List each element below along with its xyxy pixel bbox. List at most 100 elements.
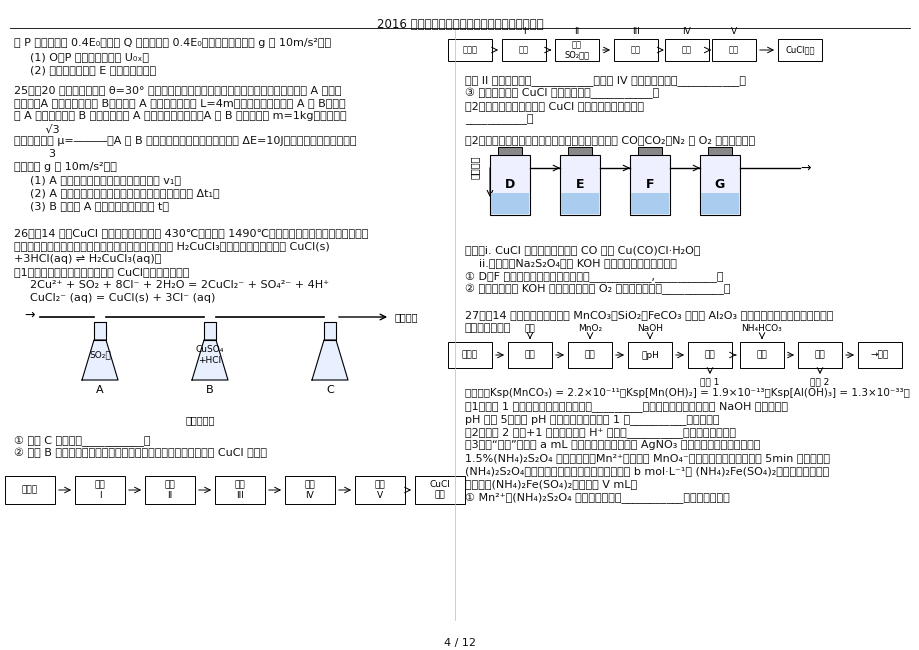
Bar (628, 342, 671, 368)
Text: 过 P 点时动能为 0.4E₀，经过 Q 点时动能为 0.4E₀。重力加速度大小 g 取 10m/s²。求: 过 P 点时动能为 0.4E₀，经过 Q 点时动能为 0.4E₀。重力加速度大小… (14, 38, 331, 48)
Text: I: I (522, 27, 525, 36)
Bar (797, 342, 841, 368)
Bar (567, 147, 591, 155)
Text: 尾气处理: 尾气处理 (394, 312, 418, 322)
Bar (448, 39, 492, 61)
Bar (75, 476, 125, 504)
Text: 过滤: 过滤 (813, 350, 824, 359)
Text: G: G (714, 179, 724, 192)
Text: (1) A 第一次与挡板碰前瞬间的速度大小 v₁；: (1) A 第一次与挡板碰前瞬间的速度大小 v₁； (30, 175, 181, 185)
Text: ① Mn²⁺与(NH₄)₂S₂O₄ 反应的副产物为___________（填化学式）。: ① Mn²⁺与(NH₄)₂S₂O₄ 反应的副产物为___________（填化学… (464, 492, 729, 503)
Text: 的动摩擦因数 μ=―――，A 或 B 与挡板每次碰撞捯失的动能均为 ΔE=10J，忽略碰撞时间，重力加: 的动摩擦因数 μ=―――，A 或 B 与挡板每次碰撞捯失的动能均为 ΔE=10J… (14, 136, 357, 146)
Text: ___________。: ___________。 (464, 114, 533, 125)
Text: 斜面上，A 上放置一小物块 B，初始时 A 下端与挡板相距 L=4m，现同时无初速释放 A 和 B，已知: 斜面上，A 上放置一小物块 B，初始时 A 下端与挡板相距 L=4m，现同时无初… (14, 98, 346, 108)
Bar (711, 39, 755, 61)
Bar (5, 476, 55, 504)
Text: 混合物: 混合物 (22, 486, 38, 495)
Text: 点，消耗(NH₄)₂Fe(SO₄)₂标准溶液 V mL。: 点，消耗(NH₄)₂Fe(SO₄)₂标准溶液 V mL。 (464, 479, 637, 489)
Text: （2）滤液 2 中，+1 价阳离子除了 H⁺ 外还有__________（填离子符号）。: （2）滤液 2 中，+1 价阳离子除了 H⁺ 外还有__________（填离子… (464, 427, 735, 438)
Text: 氧化: 氧化 (584, 350, 595, 359)
Text: 加热磁搞器: 加热磁搞器 (185, 415, 214, 425)
Text: 初溻: 初溻 (518, 46, 528, 55)
Text: SO₂源: SO₂源 (89, 350, 111, 359)
Text: （2）某同学利用如下图所示装置，测定高炉煮气中 CO、CO₂、N₂ 和 O₂ 的百分组成。: （2）某同学利用如下图所示装置，测定高炉煮气中 CO、CO₂、N₂ 和 O₂ 的… (464, 135, 754, 145)
Text: 干燥: 干燥 (728, 46, 738, 55)
Bar (502, 39, 545, 61)
Text: 速度大小 g 取 10m/s²，求: 速度大小 g 取 10m/s²，求 (14, 162, 117, 172)
Polygon shape (323, 322, 335, 340)
Text: √3: √3 (14, 125, 60, 135)
Bar (491, 193, 528, 214)
Text: 洗涤: 洗涤 (681, 46, 691, 55)
Text: NH₄HCO₃: NH₄HCO₃ (741, 324, 781, 333)
Text: (NH₄)₂S₂O₄，冷却至室温，选用适当的溶液，用 b mol·L⁻¹的 (NH₄)₂Fe(SO₄)₂标准溶液滴定至终: (NH₄)₂S₂O₄，冷却至室温，选用适当的溶液，用 b mol·L⁻¹的 (N… (464, 466, 828, 476)
Text: →: → (25, 309, 35, 322)
Bar (777, 39, 821, 61)
Text: (1) O、P 两点间的电势差 U₀ₓ；: (1) O、P 两点间的电势差 U₀ₓ； (30, 52, 149, 62)
Text: 2Cu²⁺ + SO₂ + 8Cl⁻ + 2H₂O = 2CuCl₂⁻ + SO₄²⁻ + 4H⁺: 2Cu²⁺ + SO₂ + 8Cl⁻ + 2H₂O = 2CuCl₂⁻ + SO… (30, 280, 329, 290)
Text: V: V (730, 27, 736, 36)
Bar (630, 193, 668, 214)
Text: 已知：i. CuCl 的盐酸溶液能吸收 CO 形成 Cu(CO)Cl·H₂O。: 已知：i. CuCl 的盐酸溶液能吸收 CO 形成 Cu(CO)Cl·H₂O。 (464, 245, 699, 255)
Text: 操作 II 的主要目的是___________；操作 IV 中选用的试剂是___________。: 操作 II 的主要目的是___________；操作 IV 中选用的试剂是___… (464, 75, 745, 86)
Bar (560, 155, 599, 215)
Text: (2) 匀强电场的场强 E 的大小和方向。: (2) 匀强电场的场强 E 的大小和方向。 (30, 65, 156, 75)
Bar (507, 342, 551, 368)
Text: +3HCl(aq) ⇌ H₂CuCl₃(aq)。: +3HCl(aq) ⇌ H₂CuCl₃(aq)。 (14, 254, 161, 264)
Text: ② 装置 B 中反应结束后，取出混合物进行如下图所示操作，得到 CuCl 晶体。: ② 装置 B 中反应结束后，取出混合物进行如下图所示操作，得到 CuCl 晶体。 (14, 448, 267, 458)
Text: 25．（20 分）如图，倾角 θ=30° 的光滑斜面底端固定一块垂直于斜面的挡板，将长木板 A 静置于: 25．（20 分）如图，倾角 θ=30° 的光滑斜面底端固定一块垂直于斜面的挡板… (14, 85, 341, 95)
Bar (567, 342, 611, 368)
Text: 3: 3 (14, 149, 56, 159)
Bar (700, 193, 738, 214)
Text: 过滤
III: 过滤 III (234, 480, 245, 500)
Text: 洗涤
IV: 洗涤 IV (304, 480, 315, 500)
Bar (630, 155, 669, 215)
Bar (448, 342, 492, 368)
Text: ① 装置 C 的作用是___________。: ① 装置 C 的作用是___________。 (14, 435, 151, 446)
Text: 26．（14 分）CuCl 晶体呈白色，燔点为 430℃，沸点为 1490℃，见光分解，露置于潮湿空气中易: 26．（14 分）CuCl 晶体呈白色，燔点为 430℃，沸点为 1490℃，见… (14, 228, 368, 238)
Text: (3) B 相对于 A 滑动的可能最短时间 t。: (3) B 相对于 A 滑动的可能最短时间 t。 (30, 201, 169, 211)
Bar (561, 193, 598, 214)
Text: （1）实验室用下图所示装置制取 CuCl，反应原理为：: （1）实验室用下图所示装置制取 CuCl，反应原理为： (14, 267, 189, 277)
Text: 2016 年福建省普通高中毕业班质量检查理综试题: 2016 年福建省普通高中毕业班质量检查理综试题 (376, 18, 543, 31)
Text: CuCl₂⁻ (aq) = CuCl(s) + 3Cl⁻ (aq): CuCl₂⁻ (aq) = CuCl(s) + 3Cl⁻ (aq) (30, 293, 215, 303)
Text: →: → (800, 161, 810, 174)
Text: 混合气体: 混合气体 (470, 155, 480, 179)
Text: 混合物: 混合物 (462, 46, 477, 55)
Bar (145, 476, 195, 504)
Text: CuSO₄
+HCl: CuSO₄ +HCl (196, 345, 224, 365)
Text: 沉镁: 沉镁 (755, 350, 766, 359)
Text: →产品: →产品 (870, 350, 888, 359)
Text: 27．（14 分）以某菱镁矿（含 MnCO₃、SiO₂、FeCO₃ 和少量 Al₂O₃ 等）为原料通过以下方法可获得: 27．（14 分）以某菱镁矿（含 MnCO₃、SiO₂、FeCO₃ 和少量 Al… (464, 310, 833, 320)
Text: D: D (505, 179, 515, 192)
Polygon shape (192, 340, 228, 380)
Text: 干燥
V: 干燥 V (374, 480, 385, 500)
Text: 滤液 1: 滤液 1 (699, 377, 719, 386)
Polygon shape (94, 322, 106, 340)
Bar (355, 476, 404, 504)
Text: MnO₂: MnO₂ (577, 324, 601, 333)
Text: 4 / 12: 4 / 12 (444, 638, 475, 648)
Text: pH 约为 5，如果 pH 过大，可能导致滤液 1 中__________含量减少。: pH 约为 5，如果 pH 过大，可能导致滤液 1 中__________含量减… (464, 414, 719, 425)
Text: II: II (573, 27, 579, 36)
Bar (497, 147, 521, 155)
Text: IV: IV (682, 27, 690, 36)
Text: 碳酸镁镁产品。: 碳酸镁镁产品。 (464, 323, 511, 333)
Text: E: E (575, 179, 584, 192)
Text: 操作
II: 操作 II (165, 480, 176, 500)
Bar (490, 155, 529, 215)
Text: （1）滤液 1 中，含铁元素的物质主要是_________（填化学式，下同）；加 NaOH 调节溶液的: （1）滤液 1 中，含铁元素的物质主要是_________（填化学式，下同）；加… (464, 401, 788, 412)
Text: CuCl晶体: CuCl晶体 (785, 46, 814, 55)
Text: ii.除硫粉（Na₂S₂O₄）和 KOH 的混合溶液能吸收氧气。: ii.除硫粉（Na₂S₂O₄）和 KOH 的混合溶液能吸收氧气。 (464, 258, 676, 268)
Text: 被氧化，难溶于水，稀盐酸、乙醇，易溶于浓盐酸生成 H₂CuCl₃，反应的化学方程式为 CuCl(s): 被氧化，难溶于水，稀盐酸、乙醇，易溶于浓盐酸生成 H₂CuCl₃，反应的化学方程… (14, 241, 329, 251)
Bar (857, 342, 901, 368)
Text: A: A (96, 385, 104, 395)
Text: 操作
I: 操作 I (95, 480, 106, 500)
Text: NaOH: NaOH (636, 324, 663, 333)
Text: （已知：Ksp(MnCO₃) = 2.2×10⁻¹¹，Ksp[Mn(OH)₂] = 1.9×10⁻¹³，Ksp[Al(OH)₃] = 1.3×10⁻³³）: （已知：Ksp(MnCO₃) = 2.2×10⁻¹¹，Ksp[Mn(OH)₂] … (464, 388, 909, 398)
Text: ① D、F 洗气瓶中宜盛放的试剂分别是___________,___________。: ① D、F 洗气瓶中宜盛放的试剂分别是___________,_________… (464, 271, 722, 282)
Text: 在 A 停止运动之前 B 始终没有离开 A 且不会与挡板碰撞，A 和 B 的质量均为 m=1kg，它们之间: 在 A 停止运动之前 B 始终没有离开 A 且不会与挡板碰撞，A 和 B 的质量… (14, 111, 346, 121)
Text: 过滤: 过滤 (630, 46, 641, 55)
Bar (664, 39, 709, 61)
Bar (637, 147, 662, 155)
